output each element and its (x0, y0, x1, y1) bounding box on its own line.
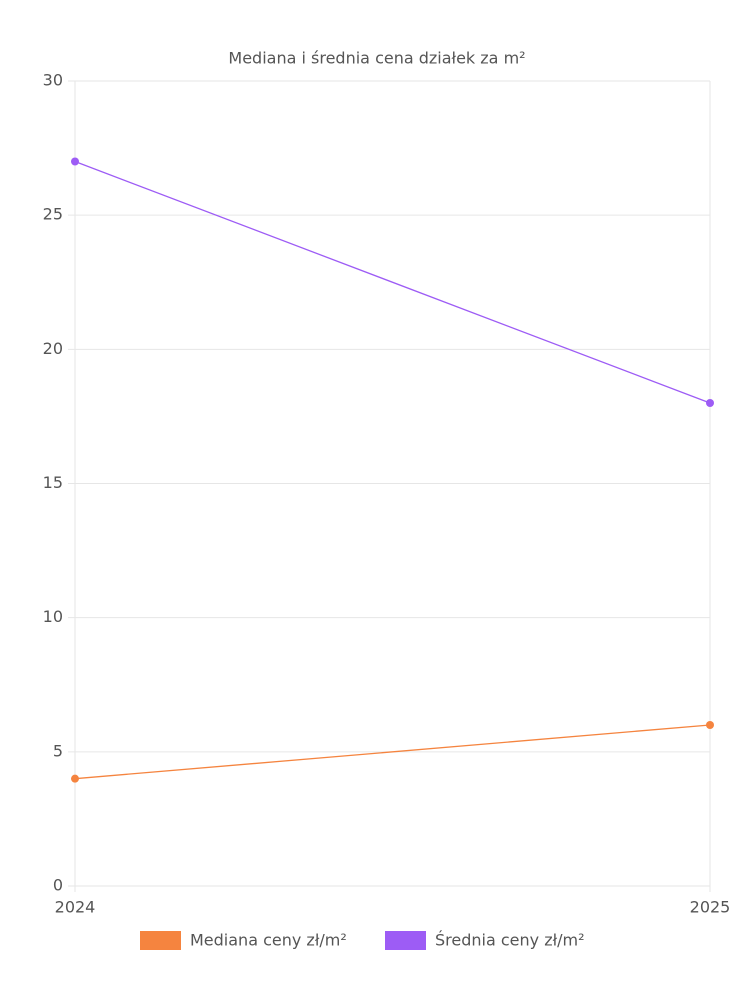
legend-swatch (140, 931, 181, 950)
y-tick-label: 0 (53, 876, 63, 895)
data-point (71, 157, 79, 166)
y-tick-label: 5 (53, 741, 63, 760)
series-line (74, 724, 711, 780)
legend-swatch (385, 931, 426, 950)
chart-title: Mediana i średnia cena działek za m² (228, 49, 525, 68)
y-tick-label: 10 (43, 607, 63, 626)
y-tick-label: 15 (43, 473, 63, 492)
legend-label: Średnia ceny zł/m² (435, 931, 585, 950)
legend-label: Mediana ceny zł/m² (190, 931, 347, 950)
y-tick-label: 30 (43, 71, 63, 90)
series-line (74, 160, 711, 404)
y-tick-label: 20 (43, 339, 63, 358)
y-tick-label: 25 (43, 205, 63, 224)
data-point (706, 399, 714, 407)
x-tick-label: 2025 (690, 898, 731, 917)
data-point (71, 774, 79, 783)
x-tick-label: 2024 (55, 898, 96, 917)
data-point (706, 721, 714, 729)
